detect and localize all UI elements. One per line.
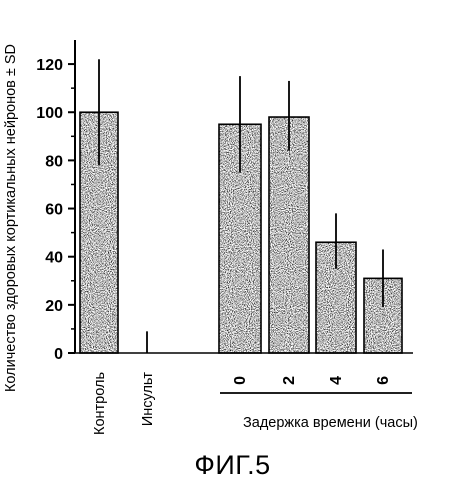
x-tick-label-4: 4	[328, 376, 345, 385]
y-tick-label-20: 20	[45, 298, 63, 315]
y-tick-label-100: 100	[36, 105, 63, 122]
y-tick-label-60: 60	[45, 202, 63, 219]
y-tick-label-40: 40	[45, 250, 63, 267]
bar-3-fill	[269, 117, 309, 353]
plot-area: 0 20 40 60 80 100 120 Контроль Инсульт 0 2 4 6	[36, 40, 413, 435]
x-tick-label-3: 2	[281, 376, 298, 385]
x-tick-label-2: 0	[232, 376, 249, 385]
figure-caption: ФИГ.5	[0, 450, 465, 481]
y-tick-label-120: 120	[36, 57, 63, 74]
y-tick-label-0: 0	[54, 346, 63, 363]
x-tick-label-5: 6	[375, 376, 392, 385]
x-axis-label: Задержка времени (часы)	[243, 415, 418, 431]
y-axis-label: Количество здоровых кортикальных нейроно…	[3, 44, 19, 392]
y-tick-label-80: 80	[45, 153, 63, 170]
x-tick-label-0: Контроль	[92, 372, 108, 435]
x-tick-label-1: Инсульт	[140, 372, 156, 426]
